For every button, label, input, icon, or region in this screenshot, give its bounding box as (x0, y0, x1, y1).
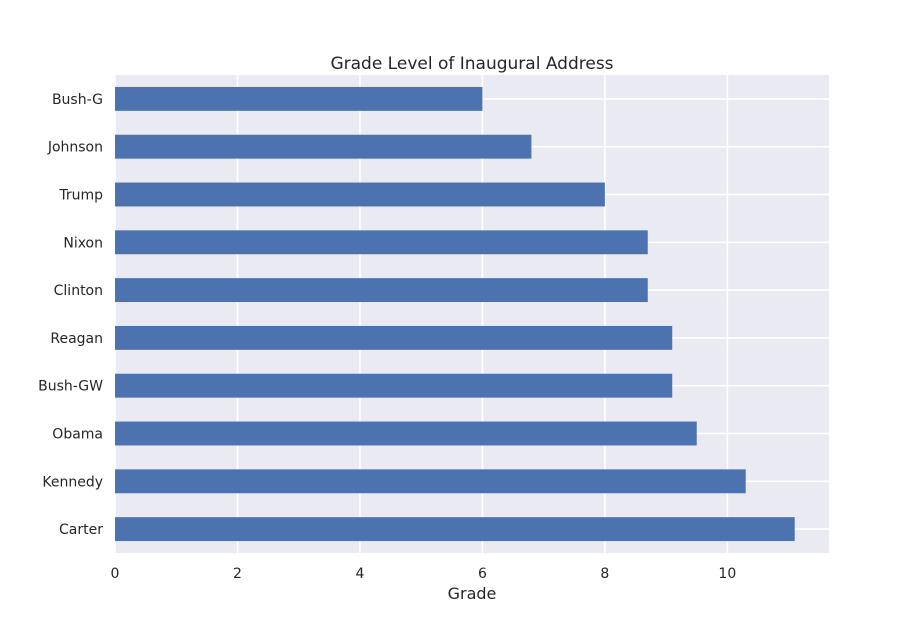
chart-title: Grade Level of Inaugural Address (330, 54, 613, 74)
x-tick-label: 6 (478, 566, 487, 582)
x-tick-label: 2 (233, 566, 242, 582)
y-tick-label: Trump (58, 188, 103, 204)
y-tick-label: Obama (52, 427, 103, 443)
x-tick-label: 4 (355, 566, 364, 582)
x-tick-label: 0 (111, 566, 120, 582)
y-tick-label: Reagan (50, 331, 103, 347)
x-axis-label: Grade (448, 584, 497, 603)
y-tick-label: Bush-GW (38, 379, 103, 395)
x-tick-label: 8 (600, 566, 609, 582)
bars (115, 86, 795, 542)
y-tick-labels: Bush-G Johnson Trump Nixon Clinton Reagan Bush… (38, 92, 103, 538)
y-tick-label: Kennedy (42, 474, 103, 490)
bar-clinton (115, 278, 648, 303)
bar-nixon (115, 230, 648, 255)
bar-carter (115, 517, 795, 542)
y-tick-label: Clinton (54, 283, 103, 299)
bar-trump (115, 182, 605, 207)
y-tick-label: Johnson (47, 140, 103, 156)
y-tick-label: Nixon (63, 235, 103, 251)
bar-kennedy (115, 469, 746, 494)
x-tick-label: 10 (718, 566, 736, 582)
bar-bush-gw (115, 373, 673, 398)
bar-johnson (115, 134, 532, 159)
bar-obama (115, 421, 697, 446)
bar-bush-g (115, 86, 483, 111)
y-tick-label: Carter (59, 522, 103, 538)
y-tick-label: Bush-G (52, 92, 103, 108)
x-tick-labels: 0 2 4 6 8 10 (111, 566, 737, 582)
bar-reagan (115, 325, 673, 350)
